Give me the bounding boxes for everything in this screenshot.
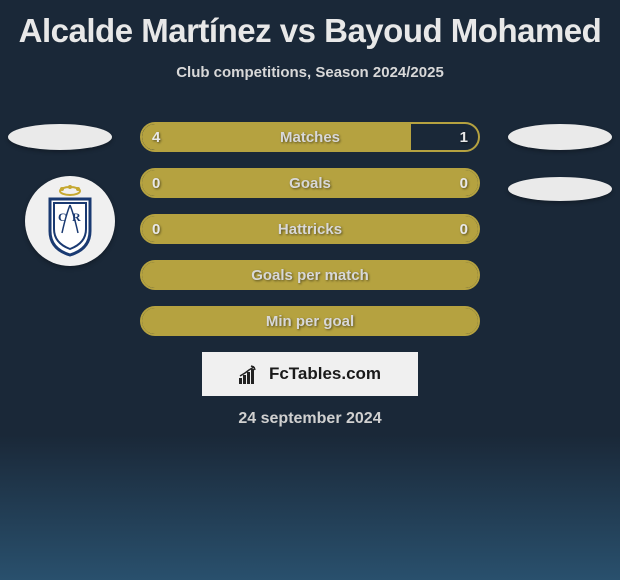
stat-label: Goals (142, 170, 478, 196)
player1-club-badge: C R (25, 176, 115, 266)
subtitle: Club competitions, Season 2024/2025 (0, 64, 620, 81)
comparison-bars: 41Matches 00Goals 00Hattricks Goals per mat… (140, 122, 480, 352)
bar-chart-icon (239, 364, 263, 384)
stat-bar-row: 41Matches (140, 122, 480, 152)
stat-bar-row: Goals per match (140, 260, 480, 290)
player2-club-placeholder (508, 177, 612, 201)
stat-bar-row: 00Goals (140, 168, 480, 198)
player2-avatar-placeholder (508, 124, 612, 150)
shield-crest-icon: C R (42, 185, 98, 257)
attribution-text: FcTables.com (269, 364, 381, 384)
stat-label: Min per goal (142, 308, 478, 334)
stat-label: Matches (142, 124, 478, 150)
stat-bar-row: 00Hattricks (140, 214, 480, 244)
stat-label: Hattricks (142, 216, 478, 242)
date-text: 24 september 2024 (0, 410, 620, 428)
stat-bar-row: Min per goal (140, 306, 480, 336)
page-title: Alcalde Martínez vs Bayoud Mohamed (0, 0, 620, 50)
stat-label: Goals per match (142, 262, 478, 288)
player1-avatar-placeholder (8, 124, 112, 150)
attribution-badge: FcTables.com (202, 352, 418, 396)
